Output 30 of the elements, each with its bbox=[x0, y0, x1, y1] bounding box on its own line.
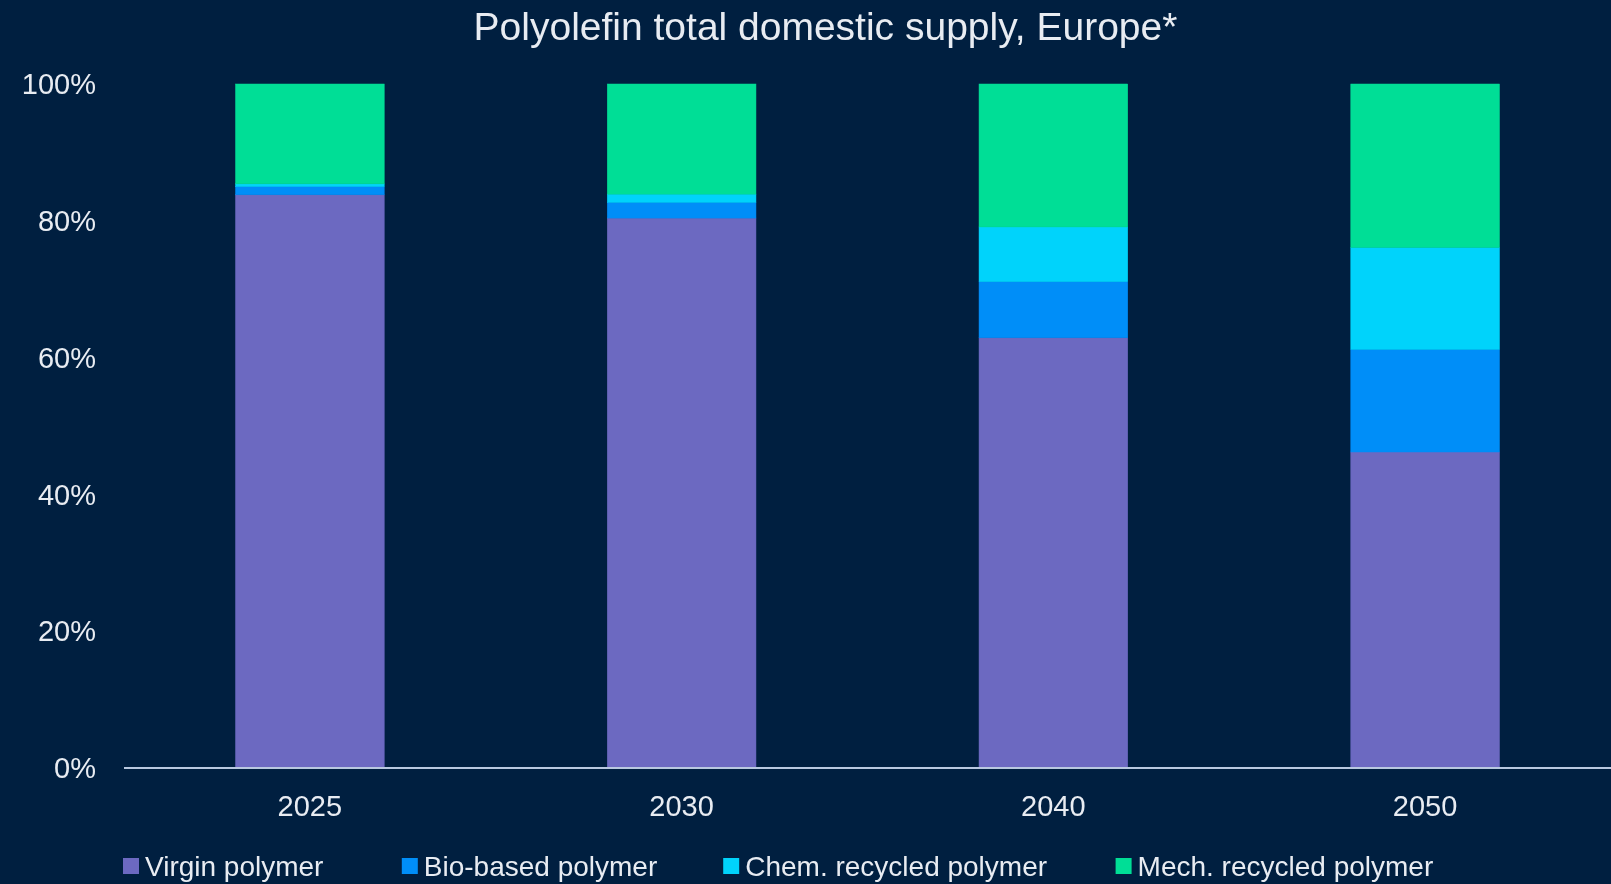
y-tick-label: 40% bbox=[37, 478, 96, 511]
bar bbox=[607, 202, 757, 219]
bar bbox=[978, 281, 1128, 339]
y-tick-label: 100% bbox=[21, 68, 96, 101]
bar bbox=[978, 226, 1128, 282]
legend-label: Bio-based polymer bbox=[423, 850, 658, 882]
y-tick-label: 80% bbox=[37, 204, 96, 237]
bar bbox=[1350, 83, 1500, 248]
x-tick-label: 2030 bbox=[649, 790, 714, 823]
legend-label: Chem. recycled polymer bbox=[745, 850, 1048, 882]
bar bbox=[1350, 349, 1500, 453]
bar bbox=[978, 83, 1128, 228]
bar bbox=[235, 83, 385, 185]
y-tick-label: 20% bbox=[37, 615, 96, 648]
bar bbox=[1350, 451, 1500, 769]
bar bbox=[607, 217, 757, 769]
bar bbox=[607, 83, 757, 195]
y-tick-label: 60% bbox=[37, 341, 96, 374]
bar bbox=[978, 337, 1128, 769]
bar bbox=[607, 193, 757, 203]
bar bbox=[1350, 247, 1500, 350]
x-tick-label: 2025 bbox=[277, 790, 343, 823]
legend-label: Mech. recycled polymer bbox=[1137, 850, 1434, 882]
bar bbox=[235, 194, 385, 769]
bar bbox=[235, 186, 385, 196]
x-tick-label: 2050 bbox=[1392, 790, 1458, 823]
y-tick-label: 0% bbox=[54, 752, 96, 785]
legend-label: Virgin polymer bbox=[145, 850, 324, 882]
x-tick-label: 2040 bbox=[1021, 790, 1086, 823]
chart-title: Polyolefin total domestic supply, Europe* bbox=[473, 4, 1178, 48]
